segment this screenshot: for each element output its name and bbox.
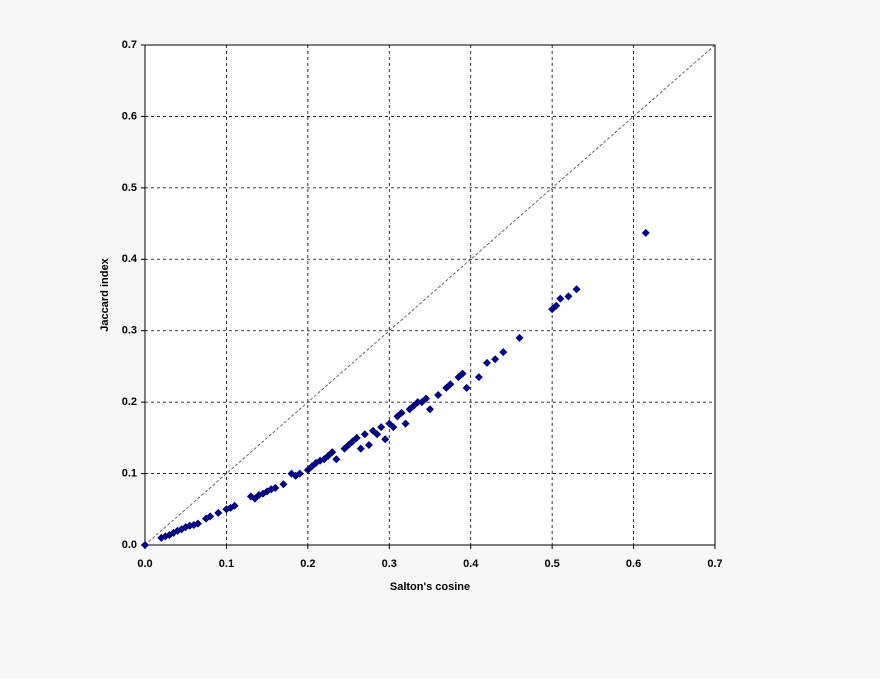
plot-area bbox=[144, 44, 716, 546]
data-point bbox=[328, 448, 337, 457]
y-tick-label: 0.1 bbox=[122, 467, 137, 479]
data-point bbox=[377, 423, 386, 432]
data-point bbox=[389, 423, 398, 432]
x-tick-label: 0.0 bbox=[137, 558, 152, 570]
x-tick-label: 0.2 bbox=[300, 558, 315, 570]
data-point bbox=[373, 430, 382, 439]
data-point bbox=[491, 355, 500, 364]
data-point bbox=[295, 469, 304, 478]
y-tick-label: 0.3 bbox=[122, 325, 137, 337]
data-point bbox=[401, 419, 410, 428]
data-point bbox=[381, 435, 390, 444]
y-tick-label: 0.0 bbox=[122, 539, 137, 551]
y-axis-label: Jaccard index bbox=[99, 257, 111, 331]
data-point bbox=[426, 405, 434, 414]
data-point bbox=[352, 433, 361, 442]
data-point bbox=[556, 294, 565, 303]
data-point bbox=[332, 455, 341, 464]
data-point bbox=[515, 333, 524, 342]
y-tick-label: 0.7 bbox=[122, 39, 137, 51]
data-point bbox=[364, 441, 373, 449]
data-point bbox=[462, 383, 471, 392]
data-point bbox=[572, 285, 581, 294]
data-point bbox=[271, 483, 280, 492]
x-tick-label: 0.6 bbox=[626, 558, 641, 570]
data-point bbox=[230, 501, 239, 510]
x-tick-label: 0.5 bbox=[544, 558, 559, 570]
data-point bbox=[279, 480, 288, 489]
data-point bbox=[434, 391, 443, 399]
data-point bbox=[564, 292, 573, 301]
y-tick-label: 0.4 bbox=[122, 253, 138, 265]
x-axis-label: Salton's cosine bbox=[390, 581, 470, 593]
x-tick-label: 0.1 bbox=[219, 558, 234, 570]
data-point bbox=[413, 398, 422, 407]
y-tick-label: 0.6 bbox=[122, 110, 137, 122]
data-point bbox=[552, 301, 561, 310]
data-point bbox=[206, 512, 215, 521]
data-point bbox=[356, 444, 365, 453]
x-tick-label: 0.7 bbox=[707, 558, 722, 570]
reference-line bbox=[144, 44, 716, 546]
data-point bbox=[474, 373, 483, 382]
data-point bbox=[446, 380, 455, 389]
data-point bbox=[483, 358, 491, 367]
x-tick-label: 0.3 bbox=[382, 558, 397, 570]
data-point bbox=[360, 430, 369, 439]
y-tick-label: 0.2 bbox=[122, 396, 137, 408]
data-point bbox=[641, 228, 650, 237]
y-tick-label: 0.5 bbox=[122, 182, 137, 194]
data-point bbox=[421, 394, 430, 403]
data-point bbox=[141, 541, 149, 549]
data-point bbox=[214, 508, 223, 517]
x-tick-label: 0.4 bbox=[463, 558, 479, 570]
data-point bbox=[458, 369, 467, 378]
data-point bbox=[499, 348, 508, 357]
data-point bbox=[193, 519, 202, 528]
data-point bbox=[397, 408, 406, 417]
